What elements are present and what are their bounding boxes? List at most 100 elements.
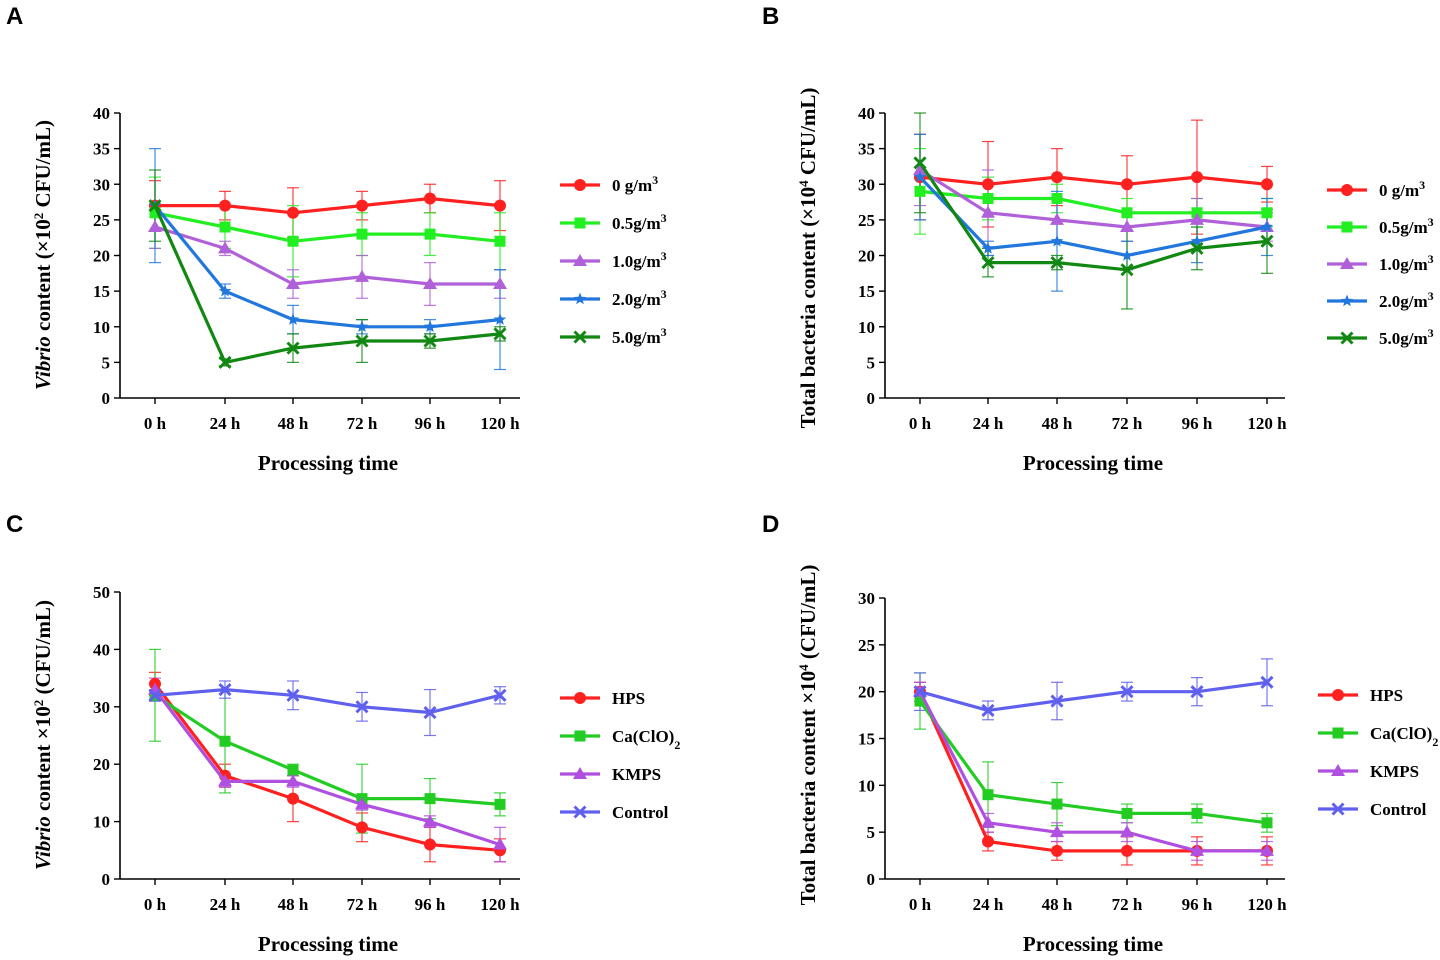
- data-point: [286, 341, 300, 355]
- data-point: [287, 206, 299, 219]
- legend-marker: [1340, 257, 1354, 269]
- x-tick-label: 120 h: [480, 414, 520, 433]
- data-point: [1120, 825, 1134, 838]
- series-line: [918, 161, 1268, 272]
- x-tick-label: 120 h: [480, 895, 520, 914]
- legend-entry-kmps: KMPS: [1318, 762, 1419, 781]
- legend-label: 1.0g/m3: [612, 249, 667, 271]
- legend-label: HPS: [1370, 686, 1403, 705]
- x-axis-title: Processing time: [258, 451, 398, 475]
- series-line: [153, 682, 501, 852]
- data-point: [982, 178, 994, 191]
- legend-label: 2.0g/m3: [1379, 289, 1434, 311]
- legend-marker: [573, 254, 587, 266]
- panel-c-chart: 0 10 20 30 40 50 0 h 24 h 48 h 72 h 96 h 120 h Proce…: [31, 583, 681, 956]
- x-tick-label: 24 h: [973, 414, 1004, 433]
- series-0-5g-m: [914, 185, 1273, 219]
- y-tick-label: 40: [93, 640, 110, 659]
- y-tick-label: 10: [93, 813, 110, 832]
- legend-marker: [573, 767, 587, 779]
- legend-marker: [1341, 184, 1353, 196]
- x-tick-label: 24 h: [210, 414, 241, 433]
- x-tick-label: 96 h: [1182, 895, 1213, 914]
- data-point: [286, 277, 300, 289]
- series-line: [919, 680, 1268, 713]
- legend-entry-ca-clo: Ca(ClO)2: [560, 727, 680, 752]
- legend-marker: [573, 292, 587, 305]
- legend-marker: [574, 179, 586, 191]
- panel-a-chart: 0 5 10 15 20 25 30 35 40 0 h 24 h 48 h 72 h 96 h 120 h…: [31, 104, 667, 475]
- y-tick-label: 40: [93, 104, 110, 123]
- data-point: [494, 798, 506, 810]
- legend-label: 1.0g/m3: [1379, 252, 1434, 274]
- series-line: [918, 175, 1268, 258]
- data-point: [1190, 241, 1204, 255]
- y-tick-label: 20: [858, 683, 875, 702]
- data-point: [355, 797, 369, 810]
- y-axis-title: Total bacteria content ×104 (CFU/mL): [796, 565, 821, 906]
- legend-label: 2.0g/m3: [612, 287, 667, 309]
- series-line: [919, 189, 1267, 215]
- data-point: [355, 269, 369, 282]
- data-point: [1121, 807, 1133, 819]
- data-point: [148, 688, 162, 702]
- data-point: [286, 774, 300, 787]
- x-tick-label: 24 h: [210, 895, 241, 914]
- data-point: [1051, 193, 1063, 204]
- y-tick-label: 30: [858, 175, 875, 194]
- data-point: [1051, 171, 1063, 184]
- data-point: [981, 815, 995, 828]
- legend-entry-5-0g-m: 5.0g/m3: [560, 325, 667, 347]
- legend-entry-0-g-m: 0 g/m3: [1327, 178, 1425, 200]
- legend-label: 5.0g/m3: [612, 325, 667, 347]
- data-point: [493, 327, 507, 341]
- series-5-0g-m: [913, 156, 1274, 277]
- series-1-0g-m: [148, 220, 507, 289]
- legend-marker: [1332, 727, 1344, 739]
- data-point: [494, 199, 506, 212]
- y-tick-label: 25: [858, 636, 875, 655]
- y-tick-label: 0: [867, 389, 876, 408]
- y-axis-title: Total bacteria content (×104 CFU/mL): [796, 88, 821, 429]
- data-point: [1121, 207, 1133, 219]
- x-axis-title: Processing time: [1023, 451, 1163, 475]
- data-point: [1191, 207, 1203, 219]
- legend-marker: [1340, 294, 1354, 307]
- x-tick-label: 96 h: [1182, 414, 1213, 433]
- legend-marker: [1340, 331, 1354, 345]
- data-point: [981, 256, 995, 270]
- panel-letter-a: A: [6, 3, 23, 30]
- legend-marker: [1341, 221, 1353, 233]
- y-tick-label: 30: [93, 175, 110, 194]
- legend-label: KMPS: [1370, 762, 1419, 781]
- legend-marker: [1331, 764, 1345, 776]
- series-control: [148, 683, 507, 720]
- data-point: [355, 334, 369, 348]
- x-tick-label: 48 h: [1042, 414, 1073, 433]
- data-point: [1050, 234, 1064, 247]
- data-point: [1050, 825, 1064, 838]
- series-0-g-m: [914, 171, 1273, 191]
- legend-entry-5-0g-m: 5.0g/m3: [1327, 326, 1434, 348]
- y-tick-label: 0: [102, 389, 111, 408]
- data-point: [1120, 263, 1134, 277]
- x-tick-label: 48 h: [278, 414, 309, 433]
- y-tick-label: 25: [858, 211, 875, 230]
- data-point: [1190, 843, 1204, 856]
- data-point: [1190, 685, 1204, 699]
- y-axis-title: Vibrio content ×102 (CFU/mL): [31, 600, 56, 870]
- x-tick-label: 96 h: [415, 895, 446, 914]
- legend-entry-1-0g-m: 1.0g/m3: [1327, 252, 1434, 274]
- data-point: [493, 313, 507, 325]
- legend-label: 0 g/m3: [1379, 178, 1425, 200]
- data-point: [1121, 178, 1133, 191]
- x-tick-label: 24 h: [973, 895, 1004, 914]
- x-tick-label: 0 h: [144, 895, 167, 914]
- legend-entry-kmps: KMPS: [560, 765, 661, 784]
- data-point: [1260, 675, 1274, 689]
- legend-label: KMPS: [612, 765, 661, 784]
- data-point: [423, 277, 437, 289]
- series-0-g-m: [149, 192, 506, 219]
- legend-marker: [573, 805, 587, 819]
- x-tick-label: 0 h: [909, 895, 932, 914]
